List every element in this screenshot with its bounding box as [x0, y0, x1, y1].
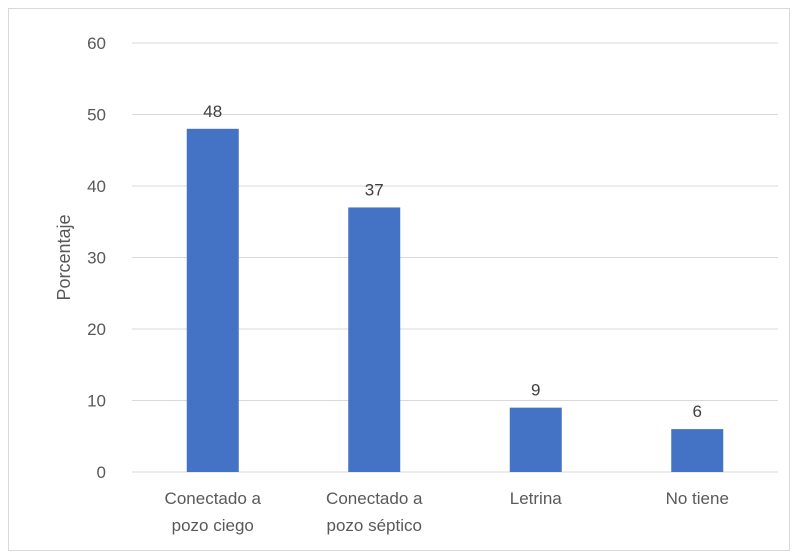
data-label: 9	[531, 381, 540, 400]
y-tick-label: 20	[87, 320, 106, 339]
data-labels: 48 37 9 6	[203, 102, 702, 421]
bar	[348, 207, 401, 472]
bars	[186, 128, 724, 473]
bar	[509, 407, 562, 472]
bar	[671, 429, 724, 472]
y-tick-label: 50	[87, 106, 106, 125]
data-label: 6	[693, 402, 702, 421]
data-label: 37	[365, 180, 384, 199]
y-tick-label: 60	[87, 34, 106, 53]
y-axis-title: Porcentaje	[54, 214, 74, 300]
x-category-label: No tiene	[666, 489, 729, 508]
gridlines	[132, 42, 778, 473]
y-tick-label: 0	[97, 463, 106, 482]
y-tick-label: 40	[87, 177, 106, 196]
data-label: 48	[203, 102, 222, 121]
x-category-label: Conectado a pozo séptico	[326, 489, 423, 535]
y-tick-label: 10	[87, 392, 106, 411]
bar	[186, 128, 239, 473]
y-tick-label: 30	[87, 249, 106, 268]
y-axis-ticks: 0 10 20 30 40 50 60	[87, 34, 106, 482]
x-axis-categories: Conectado a pozo ciego Conectado a pozo sép…	[165, 489, 729, 535]
x-category-label: Conectado a pozo ciego	[165, 489, 262, 535]
x-category-label: Letrina	[510, 489, 563, 508]
